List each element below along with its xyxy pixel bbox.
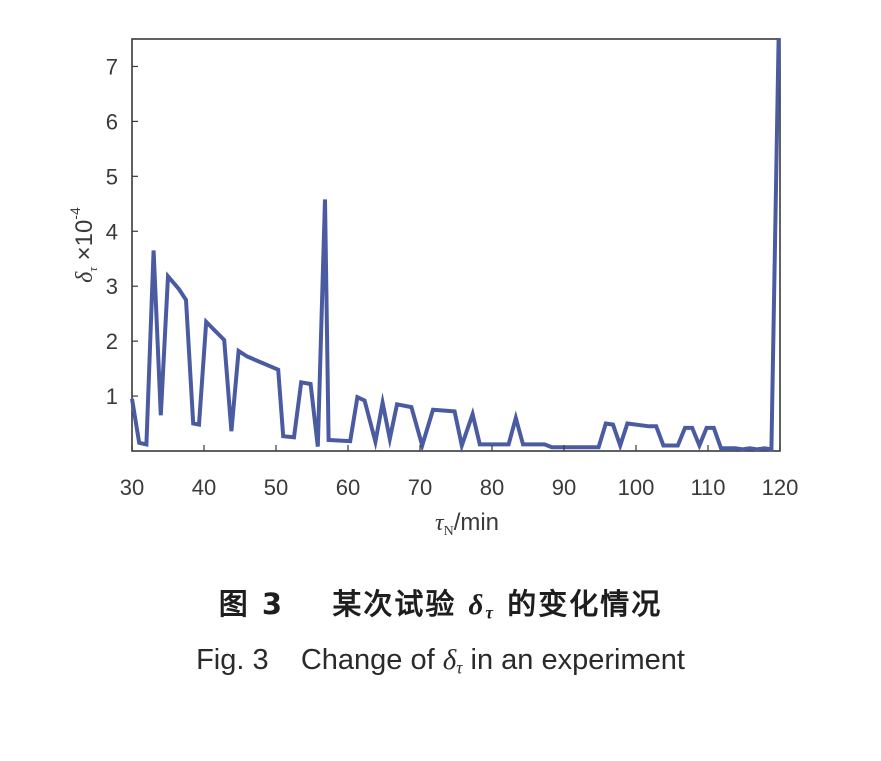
x-tick-label: 70	[408, 475, 432, 500]
caption-cn-symbol: δ	[468, 589, 486, 621]
y-axis-label: δτ ×10-4	[67, 207, 100, 283]
x-tick-label: 30	[120, 475, 144, 500]
caption-cn-subscript: τ	[485, 602, 496, 623]
y-tick-label: 1	[106, 384, 118, 409]
y-tick-label: 6	[106, 109, 118, 134]
x-tick-label: 80	[480, 475, 504, 500]
caption-cn-text-after: 的变化情况	[507, 587, 663, 621]
x-tick-label: 90	[552, 475, 576, 500]
x-tick-label: 60	[336, 475, 360, 500]
caption-en-figure-number: Fig. 3	[196, 644, 269, 676]
x-tick-label: 110	[690, 475, 725, 500]
plot-area	[130, 38, 781, 453]
caption-cn-text-before: 某次试验	[332, 587, 457, 621]
figure-caption-chinese: 图 3 某次试验 δτ 的变化情况	[0, 581, 881, 623]
plot-frame	[131, 38, 781, 452]
caption-en-subscript: τ	[456, 657, 463, 678]
x-axis: 30 40 50 60 70 80 90 100 110 120	[120, 445, 799, 500]
x-tick-label: 40	[192, 475, 216, 500]
chart-figure: 30 40 50 60 70 80 90 100 110 120 1 2 3 4 5 6 7 τN/min δ…	[67, 38, 799, 539]
x-tick-label: 50	[264, 475, 288, 500]
y-tick-label: 4	[106, 219, 118, 244]
y-tick-label: 7	[106, 54, 118, 79]
y-tick-label: 3	[106, 274, 118, 299]
y-axis: 1 2 3 4 5 6 7	[106, 54, 138, 409]
y-tick-label: 2	[106, 329, 118, 354]
caption-en-symbol: δ	[442, 644, 457, 676]
figure-caption-english: Fig. 3 Change of δτ in an experiment	[0, 644, 881, 678]
caption-en-text-before: Change of	[300, 644, 435, 676]
x-tick-label: 100	[618, 475, 655, 500]
caption-en-text-after: in an experiment	[470, 644, 685, 676]
series-line	[130, 38, 781, 453]
caption-cn-figure-number: 图 3	[218, 587, 285, 621]
y-tick-label: 5	[106, 164, 118, 189]
x-tick-label: 120	[762, 475, 799, 500]
x-axis-label: τN/min	[435, 509, 499, 539]
